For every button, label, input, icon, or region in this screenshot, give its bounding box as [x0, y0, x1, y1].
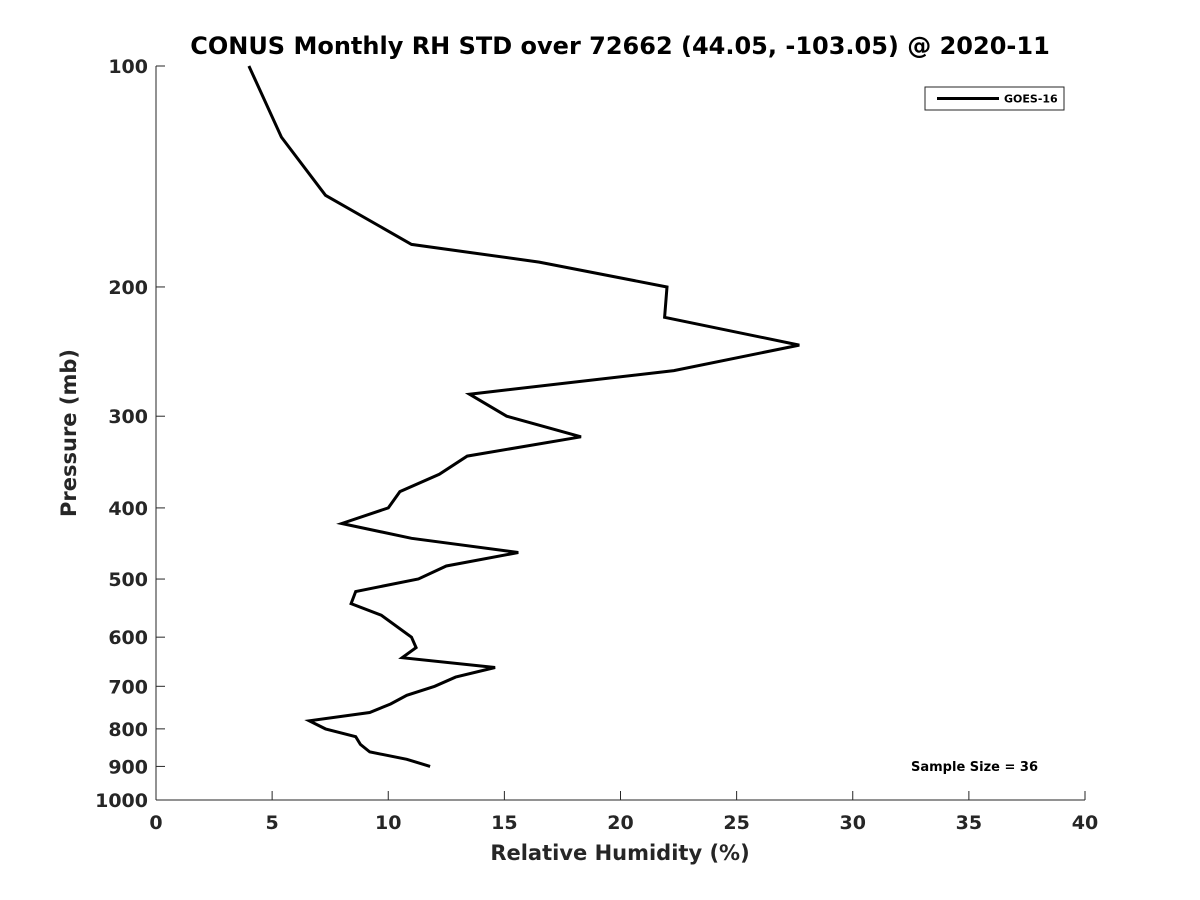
- x-ticks: 0 5 10 15 20 25 30 35 40: [149, 791, 1098, 834]
- y-tick-label: 400: [108, 498, 148, 520]
- y-tick-label: 800: [108, 719, 148, 741]
- legend: GOES-16: [924, 86, 1065, 111]
- y-tick-label: 1000: [95, 790, 148, 812]
- plot-axes: [155, 66, 1085, 801]
- chart-title: CONUS Monthly RH STD over 72662 (44.05, …: [190, 32, 1050, 60]
- sample-size-annotation: Sample Size = 36: [911, 760, 1038, 775]
- y-tick-label: 700: [108, 676, 148, 698]
- x-tick-label: 35: [956, 812, 982, 834]
- x-tick-label: 40: [1072, 812, 1098, 834]
- x-tick-label: 15: [491, 812, 517, 834]
- y-ticks: 100 200 300 400 500 600 700 800 900 1000: [95, 56, 165, 812]
- y-tick-label: 600: [108, 627, 148, 649]
- y-axis-label: Pressure (mb): [57, 349, 81, 517]
- x-tick-label: 30: [840, 812, 866, 834]
- y-tick-label: 200: [108, 277, 148, 299]
- y-tick-label: 900: [108, 756, 148, 778]
- x-tick-label: 0: [149, 812, 162, 834]
- legend-label-goes-16: GOES-16: [1004, 93, 1058, 106]
- x-tick-label: 25: [723, 812, 749, 834]
- x-tick-label: 20: [607, 812, 633, 834]
- y-tick-label: 500: [108, 569, 148, 591]
- x-tick-label: 5: [266, 812, 279, 834]
- y-tick-label: 300: [108, 406, 148, 428]
- y-tick-label: 100: [108, 56, 148, 78]
- series-line-goes-16: [247, 65, 800, 768]
- x-axis-label: Relative Humidity (%): [490, 841, 749, 865]
- x-tick-label: 10: [375, 812, 401, 834]
